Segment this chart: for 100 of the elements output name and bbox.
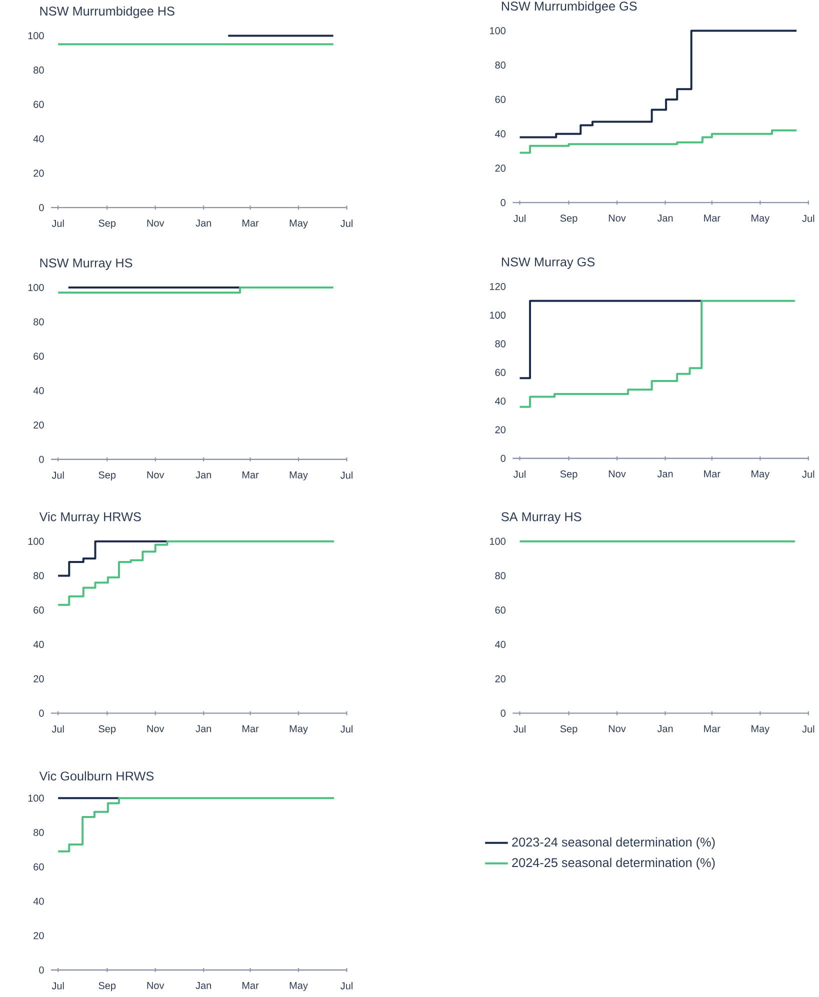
x-tick-label: Jul <box>340 220 352 227</box>
x-tick-label: Mar <box>242 982 259 990</box>
x-tick-label: Jan <box>196 982 211 990</box>
y-tick-label: 40 <box>494 130 506 138</box>
x-tick-label: May <box>751 725 770 734</box>
y-tick-label: 0 <box>38 966 44 974</box>
y-tick-label: 20 <box>34 421 44 429</box>
y-tick-label: 80 <box>33 572 44 580</box>
legend-label: 2023-24 seasonal determination (%) <box>512 837 715 850</box>
y-tick-label: 0 <box>38 456 44 463</box>
y-tick-label: 60 <box>34 352 44 360</box>
y-tick-label: 80 <box>495 62 506 69</box>
y-tick-label: 20 <box>495 675 506 682</box>
y-tick-label: 100 <box>490 312 506 319</box>
x-tick-label: Jul <box>340 982 352 990</box>
x-tick-label: May <box>290 220 308 229</box>
x-tick-label: Mar <box>704 725 720 732</box>
y-tick-label: 100 <box>490 538 506 545</box>
chart-title: NSW Murrumbidgee GS <box>502 1 637 14</box>
x-tick-label: Jul <box>340 471 352 479</box>
y-tick-label: 20 <box>34 675 44 682</box>
y-tick-label: 60 <box>495 606 506 614</box>
y-tick-label: 40 <box>33 898 44 905</box>
legend-label: 2024-25 seasonal determination (%) <box>512 858 715 870</box>
x-tick-label: Jan <box>196 725 211 732</box>
x-tick-label: Jan <box>657 725 673 732</box>
y-tick-label: 40 <box>494 398 506 405</box>
x-tick-label: Mar <box>704 470 720 478</box>
x-tick-label: Jan <box>657 214 673 222</box>
x-tick-label: Nov <box>608 470 626 478</box>
y-tick-label: 80 <box>33 318 44 326</box>
x-tick-label: Jul <box>513 725 526 733</box>
x-tick-label: Jul <box>513 214 526 222</box>
y-tick-label: 0 <box>500 199 506 206</box>
y-tick-label: 60 <box>34 606 44 614</box>
x-tick-label: Nov <box>608 725 626 732</box>
chart-title: NSW Murrumbidgee HS <box>40 6 174 18</box>
x-tick-label: Sep <box>98 220 116 229</box>
x-tick-label: Jan <box>196 220 211 227</box>
y-tick-label: 100 <box>28 284 44 292</box>
x-tick-label: May <box>290 982 308 991</box>
x-tick-label: Jul <box>52 982 64 990</box>
y-tick-label: 40 <box>33 387 44 394</box>
y-tick-label: 0 <box>38 710 44 717</box>
x-tick-label: Nov <box>147 220 164 227</box>
x-tick-label: Jul <box>802 725 814 733</box>
x-tick-label: Jul <box>340 725 352 733</box>
x-tick-label: Jul <box>802 470 814 478</box>
y-tick-label: 80 <box>33 66 44 74</box>
chart-title: Vic Goulburn HRWS <box>39 771 154 781</box>
x-tick-label: Mar <box>242 471 259 478</box>
x-tick-label: Sep <box>560 470 578 480</box>
y-tick-label: 20 <box>34 932 44 940</box>
x-tick-label: Nov <box>608 214 626 222</box>
chart-title: Vic Murray HRWS <box>39 512 141 524</box>
y-tick-label: 40 <box>494 640 506 648</box>
y-tick-label: 120 <box>490 282 506 290</box>
x-tick-label: Jan <box>196 471 211 478</box>
x-tick-label: Jul <box>52 725 64 733</box>
x-tick-label: May <box>751 470 770 480</box>
y-tick-label: 60 <box>34 100 44 108</box>
y-tick-label: 100 <box>28 538 44 545</box>
y-tick-label: 0 <box>500 710 506 717</box>
x-tick-label: Nov <box>147 725 164 732</box>
x-tick-label: Jul <box>52 220 64 227</box>
x-tick-label: Nov <box>147 471 164 478</box>
y-tick-label: 80 <box>495 572 506 580</box>
y-tick-label: 100 <box>28 32 44 40</box>
y-tick-label: 80 <box>33 828 44 836</box>
y-tick-label: 40 <box>33 135 44 142</box>
chart-title: NSW Murray GS <box>502 257 594 269</box>
x-tick-label: Sep <box>98 471 116 480</box>
x-tick-label: Sep <box>560 725 578 734</box>
x-tick-label: Mar <box>242 725 259 732</box>
x-tick-label: Jan <box>657 470 673 478</box>
y-tick-label: 60 <box>34 863 44 870</box>
x-tick-label: Sep <box>560 214 578 224</box>
x-tick-label: Mar <box>704 214 720 222</box>
y-tick-label: 80 <box>495 340 506 348</box>
x-tick-label: Jul <box>802 214 814 222</box>
x-tick-label: May <box>290 471 308 480</box>
x-tick-label: May <box>290 725 308 734</box>
x-tick-label: Jul <box>513 470 526 478</box>
chart-title: SA Murray HS <box>501 512 582 524</box>
y-tick-label: 40 <box>33 640 44 648</box>
y-tick-label: 100 <box>28 794 44 802</box>
y-tick-label: 0 <box>500 454 506 462</box>
x-tick-label: May <box>751 214 770 224</box>
y-tick-label: 20 <box>495 426 506 434</box>
y-tick-label: 0 <box>38 204 44 212</box>
x-tick-label: Jul <box>52 471 64 479</box>
y-tick-label: 60 <box>495 368 506 376</box>
x-tick-label: Nov <box>147 982 164 990</box>
y-tick-label: 20 <box>495 164 506 172</box>
x-tick-label: Mar <box>242 220 259 227</box>
y-tick-label: 20 <box>34 170 44 177</box>
y-tick-label: 100 <box>490 27 506 34</box>
y-tick-label: 60 <box>495 96 506 104</box>
x-tick-label: Sep <box>98 982 116 992</box>
chart-title: NSW Murray HS <box>40 258 132 270</box>
